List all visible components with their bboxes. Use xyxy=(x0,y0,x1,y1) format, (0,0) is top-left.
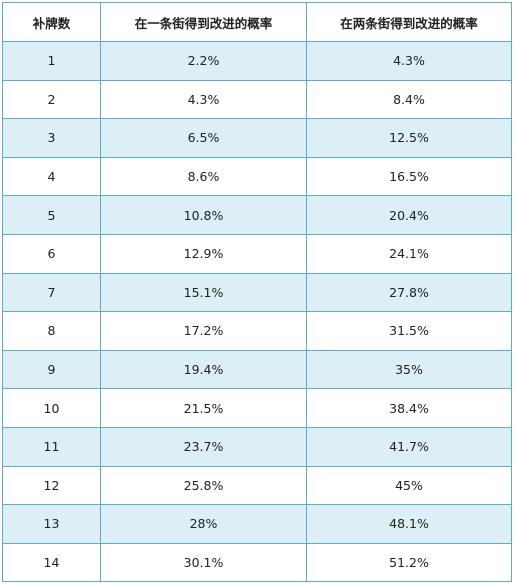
cell-one-street: 2.2% xyxy=(100,41,307,81)
table-row: 11 23.7% 41.7% xyxy=(2,426,512,467)
cell-outs: 4 xyxy=(2,156,101,197)
cell-one-street: 23.7% xyxy=(100,426,307,467)
cell-two-streets: 12.5% xyxy=(306,118,512,158)
cell-outs: 2 xyxy=(2,79,101,120)
header-one-street: 在一条街得到改进的概率 xyxy=(100,2,307,42)
cell-outs: 8 xyxy=(2,311,101,351)
cell-one-street: 17.2% xyxy=(100,311,307,351)
cell-two-streets: 24.1% xyxy=(306,233,512,274)
cell-two-streets: 27.8% xyxy=(306,272,512,313)
table-row: 2 4.3% 8.4% xyxy=(2,79,512,120)
table-row: 3 6.5% 12.5% xyxy=(2,118,512,158)
cell-two-streets: 45% xyxy=(306,465,512,506)
table-row: 12 25.8% 45% xyxy=(2,465,512,506)
cell-outs: 5 xyxy=(2,195,101,235)
header-two-streets: 在两条街得到改进的概率 xyxy=(306,2,512,42)
table-body: 1 2.2% 4.3% 2 4.3% 8.4% 3 6.5% 12.5% 4 8… xyxy=(2,41,512,583)
table-row: 7 15.1% 27.8% xyxy=(2,272,512,313)
cell-one-street: 4.3% xyxy=(100,79,307,120)
table-row: 14 30.1% 51.2% xyxy=(2,542,512,583)
cell-one-street: 28% xyxy=(100,504,307,544)
cell-two-streets: 51.2% xyxy=(306,542,512,583)
cell-outs: 3 xyxy=(2,118,101,158)
cell-one-street: 15.1% xyxy=(100,272,307,313)
cell-two-streets: 4.3% xyxy=(306,41,512,81)
cell-outs: 12 xyxy=(2,465,101,506)
cell-two-streets: 20.4% xyxy=(306,195,512,235)
cell-outs: 10 xyxy=(2,388,101,428)
table-row: 4 8.6% 16.5% xyxy=(2,156,512,197)
cell-two-streets: 48.1% xyxy=(306,504,512,544)
cell-two-streets: 16.5% xyxy=(306,156,512,197)
cell-one-street: 6.5% xyxy=(100,118,307,158)
header-outs: 补牌数 xyxy=(2,2,101,42)
cell-one-street: 30.1% xyxy=(100,542,307,583)
cell-outs: 6 xyxy=(2,233,101,274)
cell-one-street: 19.4% xyxy=(100,349,307,390)
cell-outs: 13 xyxy=(2,504,101,544)
cell-two-streets: 8.4% xyxy=(306,79,512,120)
header-row: 补牌数 在一条街得到改进的概率 在两条街得到改进的概率 xyxy=(2,2,512,42)
cell-one-street: 25.8% xyxy=(100,465,307,506)
table-row: 9 19.4% 35% xyxy=(2,349,512,390)
cell-two-streets: 41.7% xyxy=(306,426,512,467)
table-header: 补牌数 在一条街得到改进的概率 在两条街得到改进的概率 xyxy=(2,2,512,42)
table-row: 5 10.8% 20.4% xyxy=(2,195,512,235)
cell-outs: 7 xyxy=(2,272,101,313)
cell-one-street: 21.5% xyxy=(100,388,307,428)
table-row: 6 12.9% 24.1% xyxy=(2,233,512,274)
cell-outs: 11 xyxy=(2,426,101,467)
cell-two-streets: 35% xyxy=(306,349,512,390)
cell-one-street: 8.6% xyxy=(100,156,307,197)
cell-outs: 9 xyxy=(2,349,101,390)
cell-two-streets: 31.5% xyxy=(306,311,512,351)
table-row: 13 28% 48.1% xyxy=(2,504,512,544)
cell-one-street: 12.9% xyxy=(100,233,307,274)
cell-two-streets: 38.4% xyxy=(306,388,512,428)
cell-outs: 1 xyxy=(2,41,101,81)
cell-outs: 14 xyxy=(2,542,101,583)
table-row: 1 2.2% 4.3% xyxy=(2,41,512,81)
cell-one-street: 10.8% xyxy=(100,195,307,235)
table-row: 8 17.2% 31.5% xyxy=(2,311,512,351)
table-row: 10 21.5% 38.4% xyxy=(2,388,512,428)
